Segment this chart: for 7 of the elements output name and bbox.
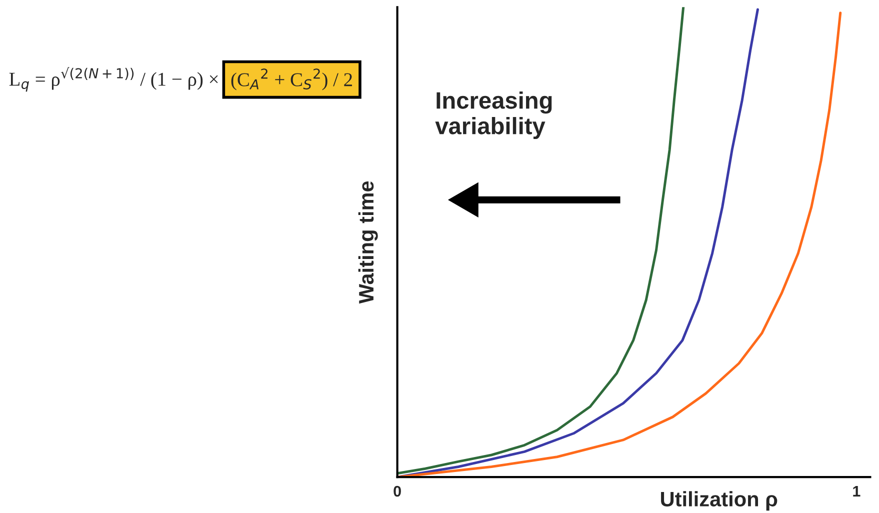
- annotation: Increasing variability: [435, 91, 552, 140]
- text: L$_{q}$ = ρ$^{√(2(N+1))}$ / (1 − ρ) ×: [9, 67, 218, 92]
- y-axis-title: Waiting time: [358, 181, 378, 304]
- x-tick-label: 1: [853, 486, 860, 496]
- x-tick-label: 0: [394, 486, 401, 497]
- x-axis-title: Utilization ρ: [661, 491, 778, 511]
- text: (C$_{A}$$^{2}$ + C$_{S}$$^{2}$) / 2: [231, 68, 352, 90]
